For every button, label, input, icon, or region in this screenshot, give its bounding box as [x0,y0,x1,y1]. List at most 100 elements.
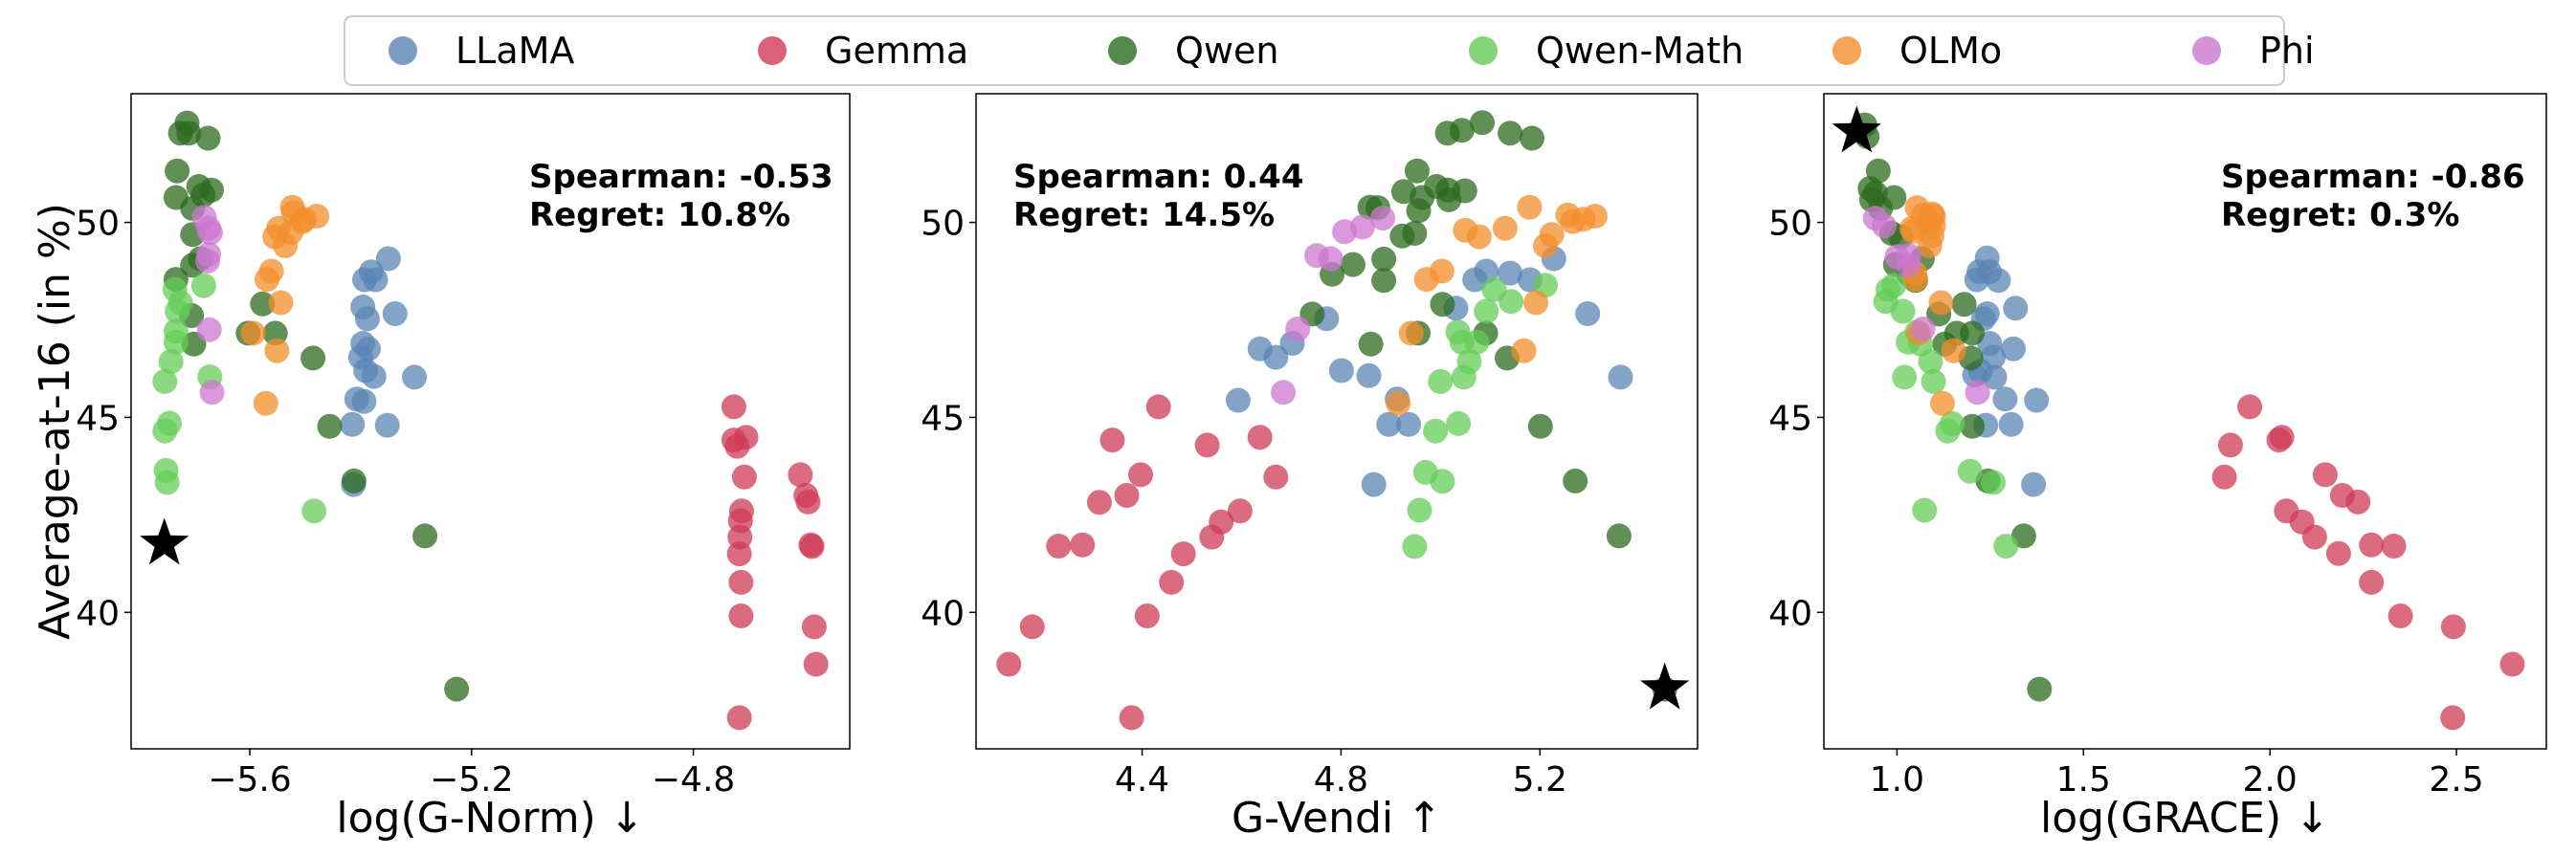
point-qwen [1520,125,1544,151]
point-qwen-math [165,298,190,324]
point-gemma [801,614,827,640]
y-tick-label: 45 [76,399,120,438]
point-gemma [1227,498,1253,524]
point-qwen-math [1428,368,1454,394]
point-qwen [1449,118,1475,143]
point-llama [1462,267,1488,293]
legend-marker [758,36,787,65]
point-phi [195,248,220,274]
point-llama [375,246,401,272]
x-tick-label: −4.8 [652,760,735,800]
point-olmo [268,290,294,316]
point-olmo [1398,320,1424,346]
point-qwen [1358,331,1384,357]
point-qwen [444,676,470,702]
x-tick-label: −5.6 [208,760,291,800]
point-gemma [1194,432,1220,458]
y-tick-label: 40 [1768,594,1812,633]
scatter-panel-3: 1.0 1.5 2.0 2.5 40 45 50 log(GRACE) ↓ Spearman: … [1768,93,2547,843]
point-qwen-math [1430,469,1455,494]
point-olmo [1466,224,1492,250]
axes-frame [975,93,1699,750]
series-qwen-math [152,273,327,524]
point-phi [1332,219,1358,245]
legend-marker [1108,36,1137,65]
point-gemma [2237,394,2263,420]
series-llama [1962,245,2050,497]
best-model-star-marker [140,517,189,565]
point-gemma [726,541,752,567]
series-gemma [2211,394,2525,731]
x-tick-label: 1.5 [2056,760,2111,800]
point-qwen [1606,523,1632,549]
point-gemma [728,603,754,628]
point-gemma [996,651,1022,677]
legend-marker [2192,36,2221,65]
point-phi [197,220,223,246]
point-qwen [300,345,326,371]
point-olmo [1511,338,1537,363]
point-olmo [1929,390,1955,416]
legend-item-llama: LLaMA [389,30,574,72]
point-qwen [1340,252,1366,277]
point-qwen-math [1407,497,1432,523]
point-qwen [1960,413,1986,439]
point-olmo [253,390,278,416]
point-llama [1986,268,2011,294]
point-gemma [2359,569,2385,595]
point-gemma [803,651,829,677]
series-olmo [240,194,330,416]
series-qwen [163,110,470,702]
point-llama [2001,336,2026,362]
point-phi [1965,380,1990,406]
point-qwen-math [1935,418,1961,444]
legend-item-olmo: OLMo [1832,30,2002,72]
legend-item-qwen-math: Qwen-Math [1469,30,1743,72]
point-phi [1910,316,1936,341]
point-olmo [264,338,290,363]
point-llama [361,363,387,389]
point-gemma [1263,464,1289,490]
best-model-star-marker [1832,105,1881,153]
point-olmo [1941,338,1966,363]
point-gemma [1119,705,1144,731]
point-olmo [273,233,299,258]
best-model-star-marker [1640,662,1690,710]
point-qwen-math [1957,458,1983,484]
point-gemma [2381,534,2407,559]
legend-frame [344,15,2285,86]
point-qwen [1371,268,1397,294]
point-llama [1328,358,1354,384]
point-llama [1992,386,2018,412]
point-gemma [2499,651,2525,677]
point-gemma [2440,705,2466,731]
point-qwen-math [163,329,189,355]
point-qwen [2027,676,2053,702]
point-gemma [1046,534,1072,559]
axes-frame [130,93,851,750]
point-olmo [304,204,330,229]
point-llama [340,411,366,437]
point-qwen-math [1892,364,1918,390]
point-llama [1356,362,1382,388]
point-qwen-math [1499,289,1524,315]
point-gemma [2325,540,2351,566]
point-llama [1608,364,1633,390]
point-phi [1285,316,1311,341]
point-gemma [2266,428,2292,453]
point-llama [1982,364,2008,390]
point-qwen-math [152,418,178,444]
point-qwen [412,523,438,549]
y-tick-label: 50 [1768,205,1812,244]
legend: LLaMA Gemma Qwen Qwen-Math OLMo Phi [344,15,2315,86]
point-gemma [788,462,813,488]
point-phi [1271,380,1297,406]
series-llama [340,246,428,497]
x-tick-label: 4.8 [1314,760,1368,800]
series-phi [1862,206,1990,406]
point-qwen [341,468,366,493]
point-qwen-math [1474,298,1499,324]
point-qwen [1960,320,1986,346]
point-llama [2024,387,2050,413]
